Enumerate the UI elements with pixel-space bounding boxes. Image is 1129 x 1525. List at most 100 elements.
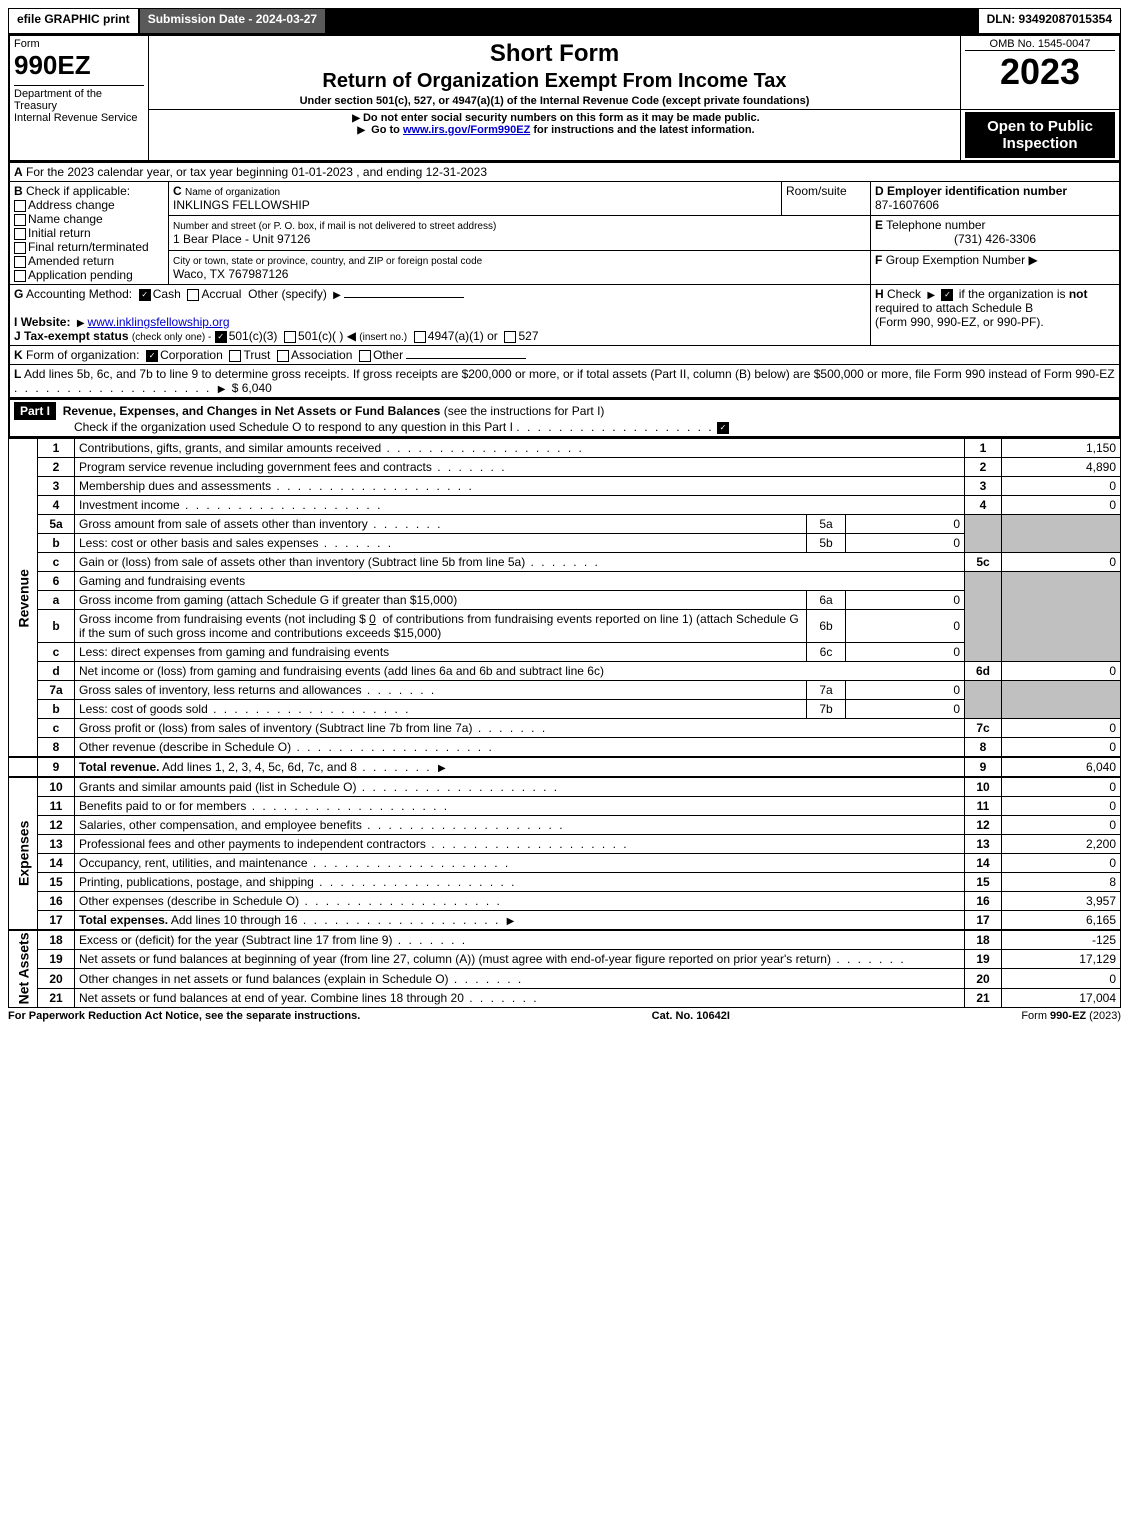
checkbox-corp[interactable]: ✓ xyxy=(146,350,158,362)
line-5b-sn: 5b xyxy=(807,534,846,553)
g-accrual: Accrual xyxy=(201,287,241,301)
dots: . . . . . . . . . . . . . . . . . . . xyxy=(381,441,584,455)
efile-print-button[interactable]: efile GRAPHIC print xyxy=(9,9,140,33)
checkbox-501c[interactable] xyxy=(284,331,296,343)
j-insert: (insert no.) xyxy=(359,332,407,343)
checkbox-4947[interactable] xyxy=(414,331,426,343)
line-4-col: 4 xyxy=(965,496,1002,515)
f-label: Group Exemption Number xyxy=(886,253,1025,267)
line-15-num: 15 xyxy=(38,873,75,892)
checkbox-527[interactable] xyxy=(504,331,516,343)
k-opt-3: Other xyxy=(373,348,403,362)
line-1-num: 1 xyxy=(38,439,75,458)
line-19-col: 19 xyxy=(965,950,1002,969)
dots: . . . . . . . xyxy=(392,933,467,947)
line-12-val: 0 xyxy=(1002,816,1121,835)
arrow-icon: ▶ xyxy=(1028,253,1037,267)
line-14-col: 14 xyxy=(965,854,1002,873)
line-20-num: 20 xyxy=(38,969,75,988)
line-20-text: Other changes in net assets or fund bala… xyxy=(79,972,449,986)
footer-right-post: (2023) xyxy=(1086,1010,1121,1022)
footer-left: For Paperwork Reduction Act Notice, see … xyxy=(8,1010,360,1022)
checkbox-initial-return[interactable] xyxy=(14,228,26,240)
h-post: if the organization is xyxy=(959,287,1066,301)
line-8-num: 8 xyxy=(38,738,75,758)
checkbox-name-change[interactable] xyxy=(14,214,26,226)
dots: . . . . . . . . . . . . . . . . . . . xyxy=(180,498,383,512)
tax-year: 2023 xyxy=(965,51,1115,93)
line-15-text: Printing, publications, postage, and shi… xyxy=(79,875,314,889)
line-6-text: Gaming and fundraising events xyxy=(75,572,965,591)
line-11-num: 11 xyxy=(38,797,75,816)
line-1-col: 1 xyxy=(965,439,1002,458)
j-opt2: 501(c)( ) xyxy=(298,329,343,343)
dots: . . . . . . . . . . . . . . . . . . . xyxy=(516,420,713,434)
line-5b-text: Less: cost or other basis and sales expe… xyxy=(79,536,318,550)
k-opt-0: Corporation xyxy=(160,348,223,362)
dots: . . . . . . . xyxy=(368,517,443,531)
line-5b-num: b xyxy=(38,534,75,553)
dots: . . . . . . . . . . . . . . . . . . . xyxy=(308,856,511,870)
line-5a-text: Gross amount from sale of assets other t… xyxy=(79,517,368,531)
l-amount: $ 6,040 xyxy=(232,381,272,395)
b-opt-5: Application pending xyxy=(28,268,133,282)
section-a: A For the 2023 calendar year, or tax yea… xyxy=(8,162,1121,399)
line-6c-text: Less: direct expenses from gaming and fu… xyxy=(79,645,389,659)
line-18-val: -125 xyxy=(1002,930,1121,950)
checkbox-address-change[interactable] xyxy=(14,200,26,212)
arrow-icon xyxy=(504,913,518,927)
line-13-num: 13 xyxy=(38,835,75,854)
line-3-num: 3 xyxy=(38,477,75,496)
line-5c-val: 0 xyxy=(1002,553,1121,572)
website-link[interactable]: www.inklingsfellowship.org xyxy=(88,315,230,329)
checkbox-h[interactable]: ✓ xyxy=(941,289,953,301)
line-20-val: 0 xyxy=(1002,969,1121,988)
dots: . . . . . . . . . . . . . . . . . . . xyxy=(271,479,474,493)
line-12-num: 12 xyxy=(38,816,75,835)
line-9-val: 6,040 xyxy=(1002,757,1121,777)
arrow-icon xyxy=(924,287,938,301)
line-7b-num: b xyxy=(38,700,75,719)
note-ssn: Do not enter social security numbers on … xyxy=(363,112,760,124)
phone: (731) 426-3306 xyxy=(875,232,1115,246)
j-label: Tax-exempt status xyxy=(24,329,128,343)
line-9-text: Total revenue. xyxy=(79,760,159,774)
line-7c-col: 7c xyxy=(965,719,1002,738)
checkbox-final-return[interactable] xyxy=(14,242,26,254)
d-label: Employer identification number xyxy=(887,184,1067,198)
irs-link[interactable]: www.irs.gov/Form990EZ xyxy=(403,124,530,136)
line-3-col: 3 xyxy=(965,477,1002,496)
checkbox-501c3[interactable]: ✓ xyxy=(215,331,227,343)
dots: . . . . . . . . . . . . . . . . . . . xyxy=(14,381,211,395)
line-5c-text: Gain or (loss) from sale of assets other… xyxy=(79,555,525,569)
line-16-val: 3,957 xyxy=(1002,892,1121,911)
l-text: Add lines 5b, 6c, and 7b to line 9 to de… xyxy=(24,367,1115,381)
line-16-col: 16 xyxy=(965,892,1002,911)
dots: . . . . . . . xyxy=(831,952,906,966)
checkbox-trust[interactable] xyxy=(229,350,241,362)
short-form-title: Short Form xyxy=(153,40,956,68)
line-6b-num: b xyxy=(38,610,75,643)
checkbox-assoc[interactable] xyxy=(277,350,289,362)
line-21-text: Net assets or fund balances at end of ye… xyxy=(79,991,464,1005)
lines-table: Revenue 1 Contributions, gifts, grants, … xyxy=(8,438,1121,1008)
checkbox-schedule-o[interactable]: ✓ xyxy=(717,422,729,434)
part-i-note: (see the instructions for Part I) xyxy=(444,404,605,418)
line-3-val: 0 xyxy=(1002,477,1121,496)
dots: . . . . . . . xyxy=(525,555,600,569)
line-10-text: Grants and similar amounts paid (list in… xyxy=(79,780,356,794)
line-4-val: 0 xyxy=(1002,496,1121,515)
line-5b-sv: 0 xyxy=(846,534,965,553)
line-17-num: 17 xyxy=(38,911,75,931)
checkbox-cash[interactable]: ✓ xyxy=(139,289,151,301)
line-2-col: 2 xyxy=(965,458,1002,477)
form-number: 990EZ xyxy=(14,50,144,81)
footer-right-pre: Form xyxy=(1021,1010,1050,1022)
checkbox-accrual[interactable] xyxy=(187,289,199,301)
h-line3: (Form 990, 990-EZ, or 990-PF). xyxy=(875,315,1044,329)
checkbox-application-pending[interactable] xyxy=(14,270,26,282)
b-opt-3: Final return/terminated xyxy=(28,240,149,254)
checkbox-amended-return[interactable] xyxy=(14,256,26,268)
line-6b-amt: 0 xyxy=(369,612,376,626)
checkbox-other-org[interactable] xyxy=(359,350,371,362)
